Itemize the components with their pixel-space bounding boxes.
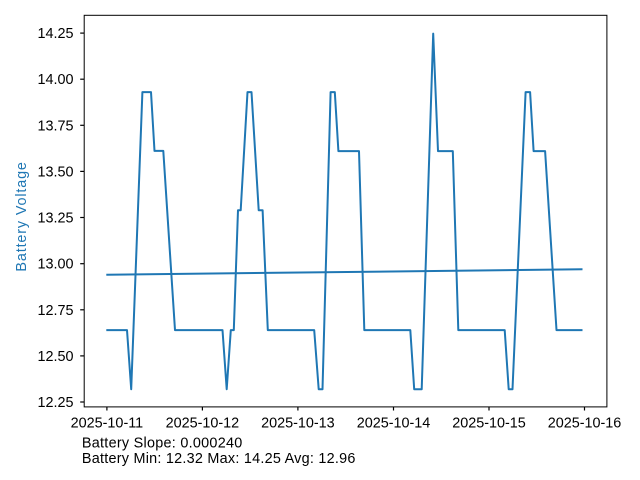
svg-text:2025-10-15: 2025-10-15 [452, 415, 526, 431]
svg-text:13.75: 13.75 [37, 118, 73, 134]
svg-text:Battery Min: 12.32 Max: 14.25: Battery Min: 12.32 Max: 14.25 Avg: 12.96 [82, 451, 356, 467]
svg-text:14.00: 14.00 [37, 72, 73, 88]
svg-text:13.25: 13.25 [37, 211, 73, 227]
svg-text:2025-10-16: 2025-10-16 [548, 415, 622, 431]
svg-text:12.75: 12.75 [37, 303, 73, 319]
svg-text:Battery Voltage: Battery Voltage [14, 161, 30, 271]
svg-text:2025-10-14: 2025-10-14 [357, 415, 431, 431]
svg-text:13.00: 13.00 [37, 257, 73, 273]
svg-text:Battery Slope: 0.000240: Battery Slope: 0.000240 [82, 435, 243, 451]
svg-text:12.50: 12.50 [37, 349, 73, 365]
svg-text:2025-10-13: 2025-10-13 [261, 415, 335, 431]
svg-text:14.25: 14.25 [37, 26, 73, 42]
svg-text:12.25: 12.25 [37, 395, 73, 411]
svg-text:2025-10-12: 2025-10-12 [166, 415, 240, 431]
svg-text:13.50: 13.50 [37, 164, 73, 180]
svg-text:2025-10-11: 2025-10-11 [71, 415, 144, 431]
